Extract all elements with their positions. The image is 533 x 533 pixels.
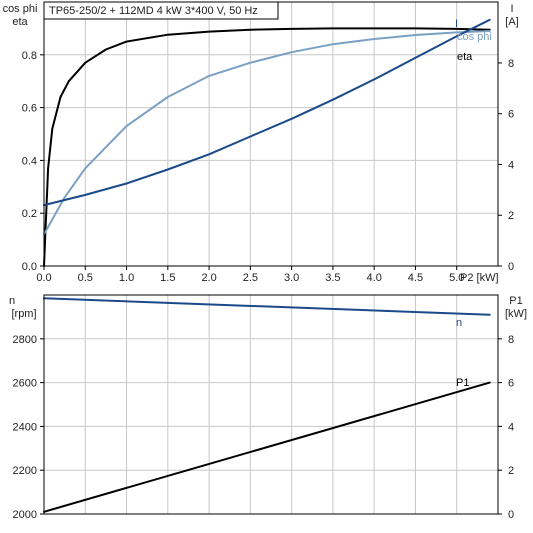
- x-tick-label: 1.5: [160, 272, 175, 284]
- left-tick-label: 0.4: [22, 155, 37, 167]
- x-tick-label: 2.0: [201, 272, 216, 284]
- eta-line: [43, 27, 491, 267]
- right-tick-label: 0: [508, 509, 514, 521]
- series-label-power-input: P1: [456, 377, 469, 389]
- left-tick-label: 2600: [13, 378, 37, 390]
- top-left-axis-label-2: eta: [12, 16, 28, 28]
- left-tick-label: 2200: [13, 465, 37, 477]
- bottom-chart: n [rpm] P1 [kW] 2000 2200 2400 2600 2800 0 2 4…: [9, 294, 527, 521]
- right-tick-label: 8: [508, 58, 514, 70]
- chart-title-box: [43, 1, 279, 20]
- series-label-eta: eta: [457, 51, 473, 63]
- x-tick-label: 5.0: [449, 272, 464, 284]
- left-tick-label: 2800: [13, 334, 37, 346]
- right-tick-label: 0: [508, 261, 514, 273]
- top-plot-frame: [43, 1, 499, 267]
- x-tick-label: 1.0: [119, 272, 134, 284]
- cos-phi-line: [43, 30, 491, 236]
- left-tick-label: 0.0: [22, 261, 37, 273]
- top-x-axis-label: P2 [kW]: [460, 272, 499, 284]
- right-tick-label: 2: [508, 210, 514, 222]
- left-tick-label: 0.2: [22, 208, 37, 220]
- power-input-line: [43, 381, 491, 513]
- x-tick-label: 4.5: [408, 272, 423, 284]
- top-gridlines: [44, 2, 498, 266]
- top-series-lines: [43, 18, 491, 267]
- top-left-tick-labels: 0.0 0.2 0.4 0.6 0.8: [22, 50, 44, 273]
- series-label-current: I: [455, 18, 458, 30]
- bottom-right-axis-label-1: P1: [509, 295, 522, 307]
- x-tick-label: 3.0: [284, 272, 299, 284]
- top-x-tick-labels: 0.0 0.5 1.0 1.5 2.0 2.5 3.0 3.5 4.0 4.5 5.0: [36, 266, 464, 284]
- left-tick-label: 0.6: [22, 103, 37, 115]
- x-tick-label: 4.0: [367, 272, 382, 284]
- left-tick-label: 0.8: [22, 50, 37, 62]
- bottom-gridlines: [44, 295, 498, 514]
- bottom-left-axis-label-1: n: [9, 295, 15, 307]
- current-line: [43, 18, 491, 207]
- chart-title: TP65-250/2 + 112MD 4 kW 3*400 V, 50 Hz: [49, 5, 258, 17]
- right-tick-label: 6: [508, 378, 514, 390]
- top-left-axis-label-1: cos phi: [3, 3, 38, 15]
- bottom-right-tick-labels: 0 2 4 6 8: [498, 334, 514, 521]
- x-tick-label: 0.5: [78, 272, 93, 284]
- top-right-axis-label-1: I: [510, 3, 513, 15]
- x-tick-label: 0.0: [36, 272, 51, 284]
- right-tick-label: 4: [508, 421, 514, 433]
- x-tick-label: 3.5: [325, 272, 340, 284]
- left-tick-label: 2000: [13, 509, 37, 521]
- series-label-speed: n: [456, 317, 462, 329]
- right-tick-label: 8: [508, 334, 514, 346]
- right-tick-label: 6: [508, 109, 514, 121]
- top-right-tick-labels: 0 2 4 6 8: [498, 58, 514, 273]
- bottom-right-axis-label-2: [kW]: [505, 308, 527, 320]
- x-tick-label: 2.5: [243, 272, 258, 284]
- top-right-axis-label-2: [A]: [505, 16, 518, 28]
- bottom-series-lines: [43, 297, 491, 513]
- right-tick-label: 4: [508, 159, 514, 171]
- top-chart: TP65-250/2 + 112MD 4 kW 3*400 V, 50 Hz c…: [3, 1, 519, 284]
- speed-line: [43, 297, 491, 316]
- left-tick-label: 2400: [13, 421, 37, 433]
- bottom-left-axis-label-2: [rpm]: [11, 308, 36, 320]
- right-tick-label: 2: [508, 465, 514, 477]
- series-label-cos-phi: cos phi: [457, 31, 492, 43]
- bottom-left-tick-labels: 2000 2200 2400 2600 2800: [13, 334, 44, 521]
- bottom-plot-frame: [43, 294, 499, 515]
